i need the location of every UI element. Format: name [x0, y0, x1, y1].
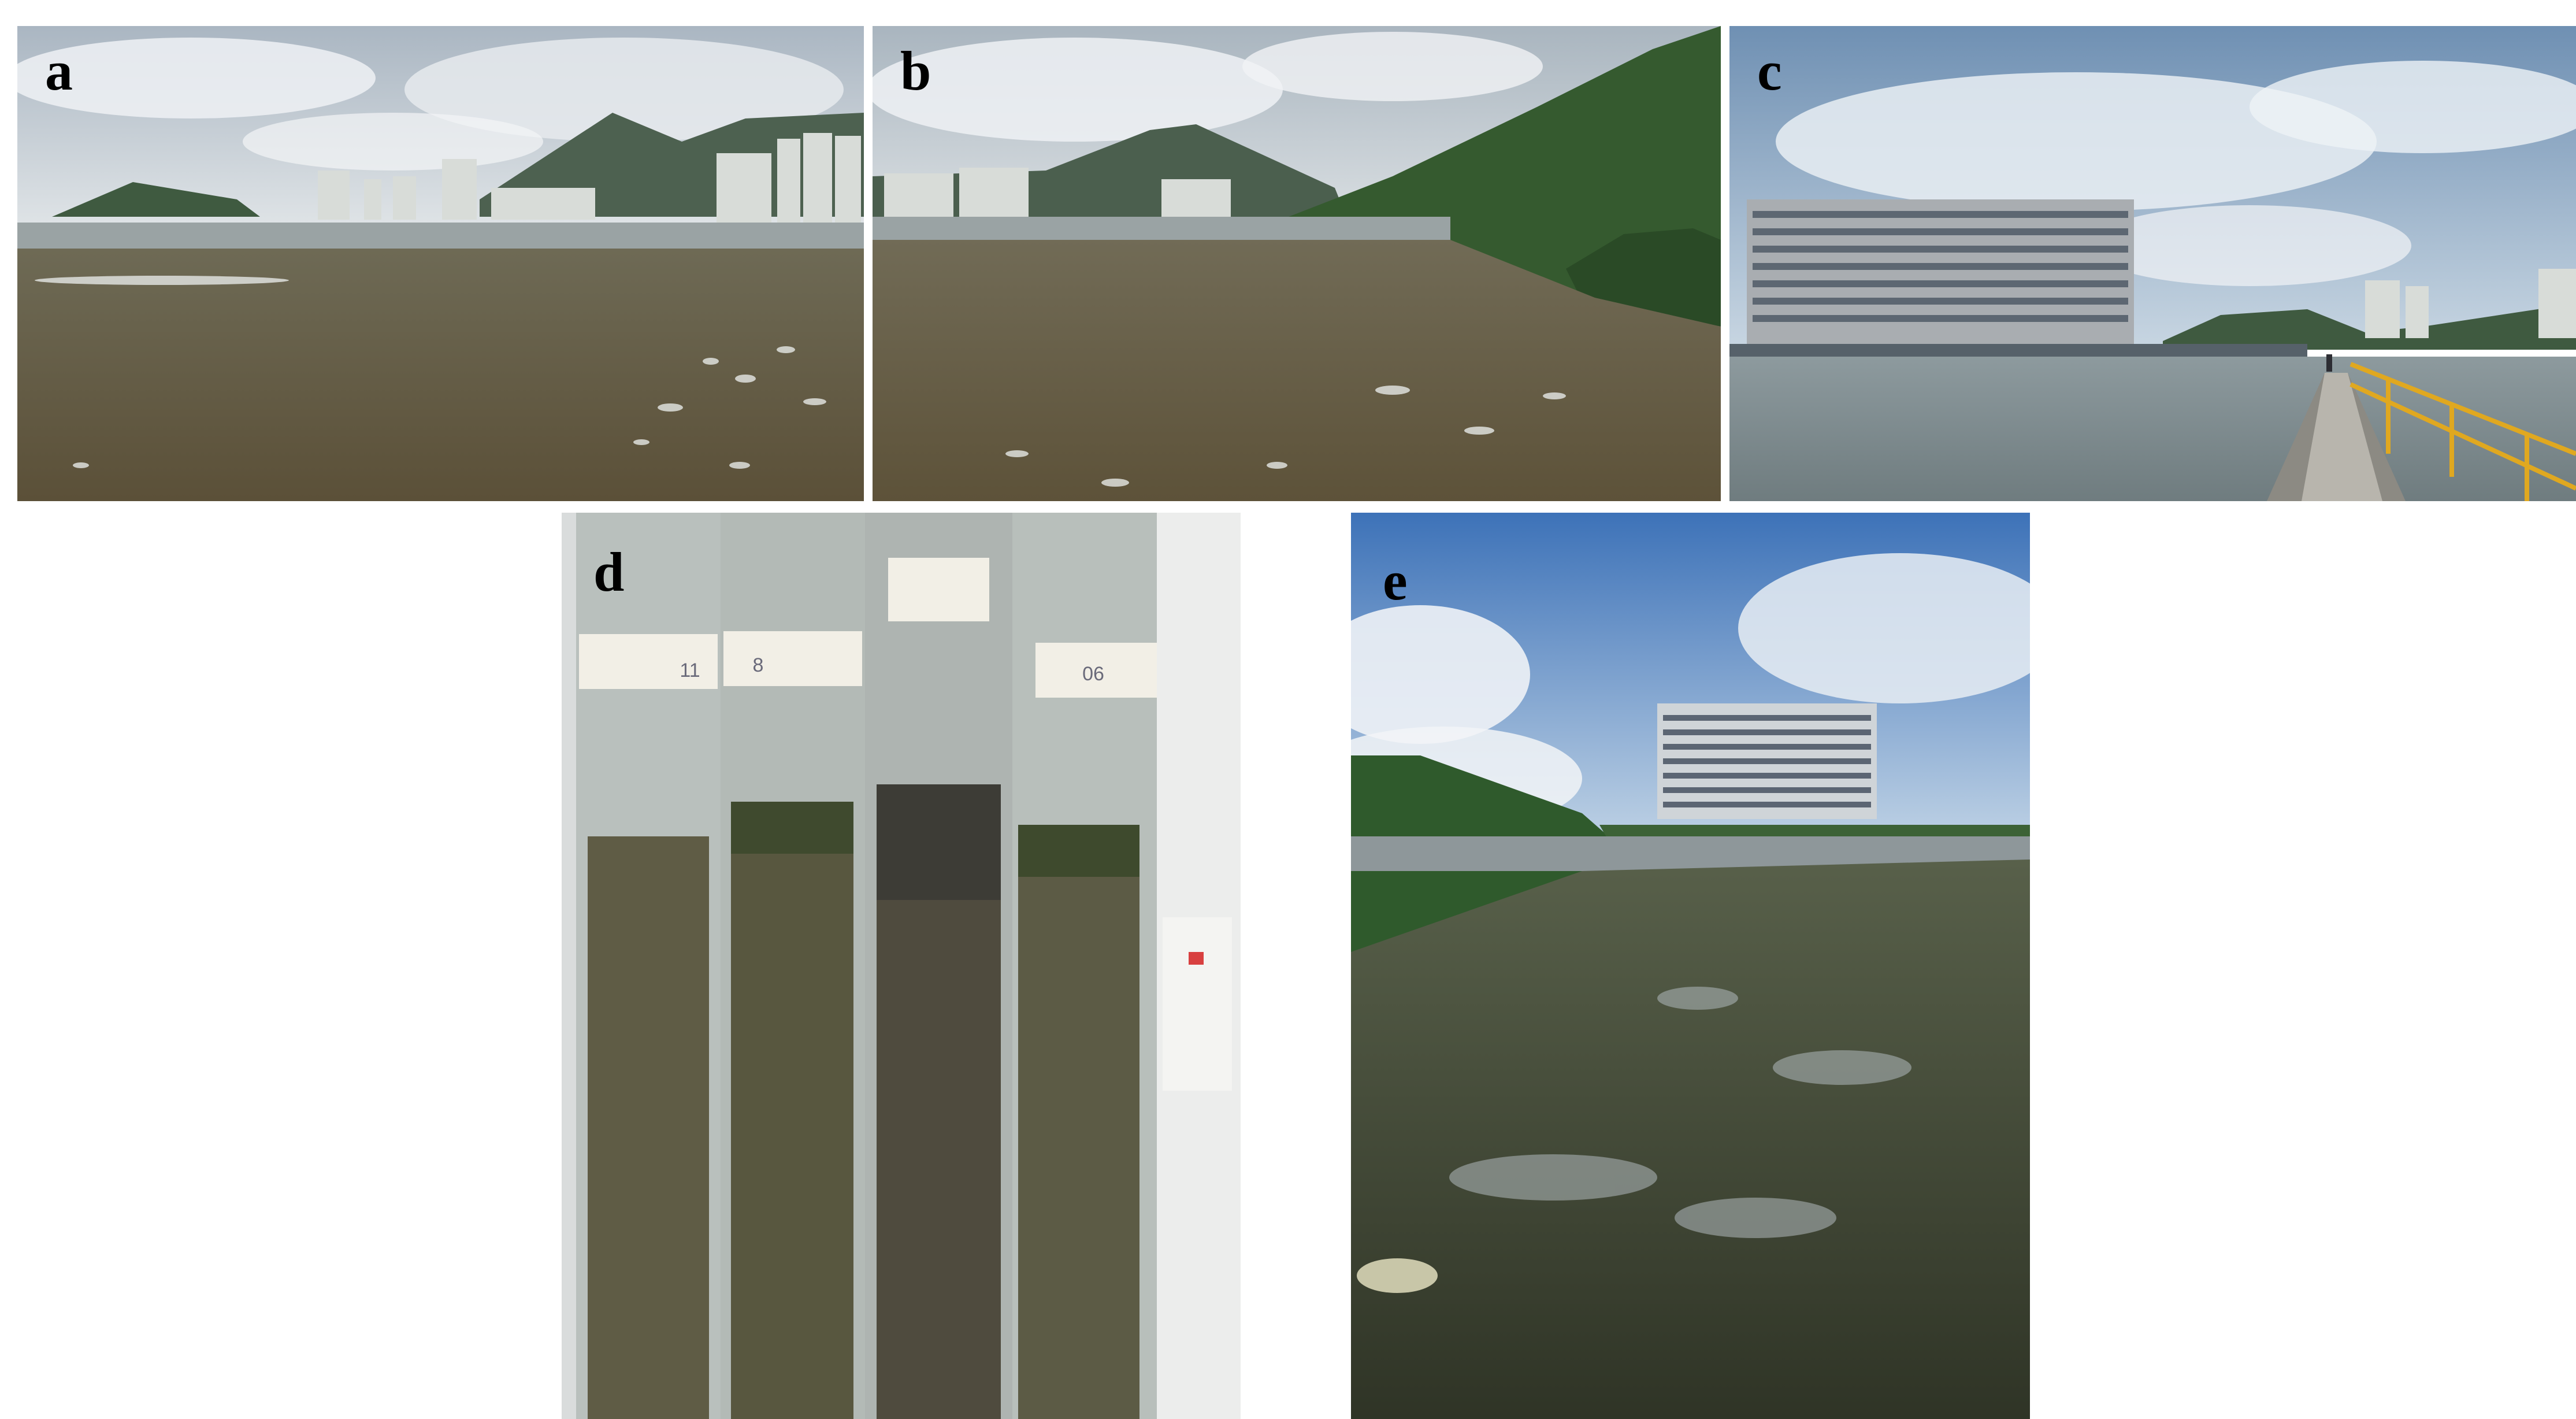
sediment-core-2	[721, 513, 865, 1419]
panel-label-c: c	[1757, 40, 1782, 102]
panel-d: 11 8 06 d	[562, 513, 1241, 1419]
panel-b: b	[873, 26, 1721, 501]
panel-c-photo	[1729, 26, 2576, 501]
sediment-core-4	[1012, 513, 1157, 1419]
panel-a: a	[17, 26, 864, 501]
panel-label-e: e	[1383, 550, 1408, 612]
sediment-core-3	[865, 513, 1012, 1419]
panel-b-photo	[873, 26, 1721, 501]
panel-a-photo	[17, 26, 864, 501]
tube-label-4: 06	[1082, 663, 1104, 685]
sediment-core-1	[576, 513, 721, 1419]
panel-e-photo	[1351, 513, 2030, 1419]
panel-d-photo: 11 8 06	[562, 513, 1241, 1419]
panel-c: c	[1729, 26, 2576, 501]
panel-e: e	[1351, 513, 2030, 1419]
tube-label-1: 11	[680, 660, 700, 681]
panel-label-a: a	[45, 40, 73, 102]
panel-label-d: d	[593, 541, 625, 603]
tube-label-2: 8	[753, 654, 764, 676]
panel-label-b: b	[900, 40, 931, 102]
